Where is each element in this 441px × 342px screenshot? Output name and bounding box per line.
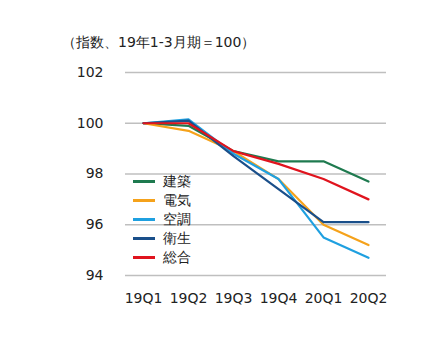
svg-text:19Q4: 19Q4 [260,290,298,306]
svg-text:100: 100 [77,115,104,131]
svg-text:102: 102 [77,64,104,80]
html-text:（指数、19年1-3月期＝100）: （指数、19年1-3月期＝100） [62,34,256,50]
svg-text:19Q2: 19Q2 [170,290,208,306]
html-text:建築: 建築 [163,172,191,189]
svg-text:19Q1: 19Q1 [125,290,163,306]
svg-text:94: 94 [86,267,104,283]
svg-text:20Q2: 20Q2 [350,290,388,306]
html-text:電気: 電気 [163,191,191,208]
svg-text:96: 96 [86,216,104,232]
svg-text:19Q3: 19Q3 [215,290,253,306]
html-text:空調: 空調 [163,210,191,227]
svg-text:20Q1: 20Q1 [305,290,343,306]
html-text:総合: 総合 [163,248,191,265]
html-text:衛生: 衛生 [163,229,191,246]
svg-text:98: 98 [86,165,104,181]
